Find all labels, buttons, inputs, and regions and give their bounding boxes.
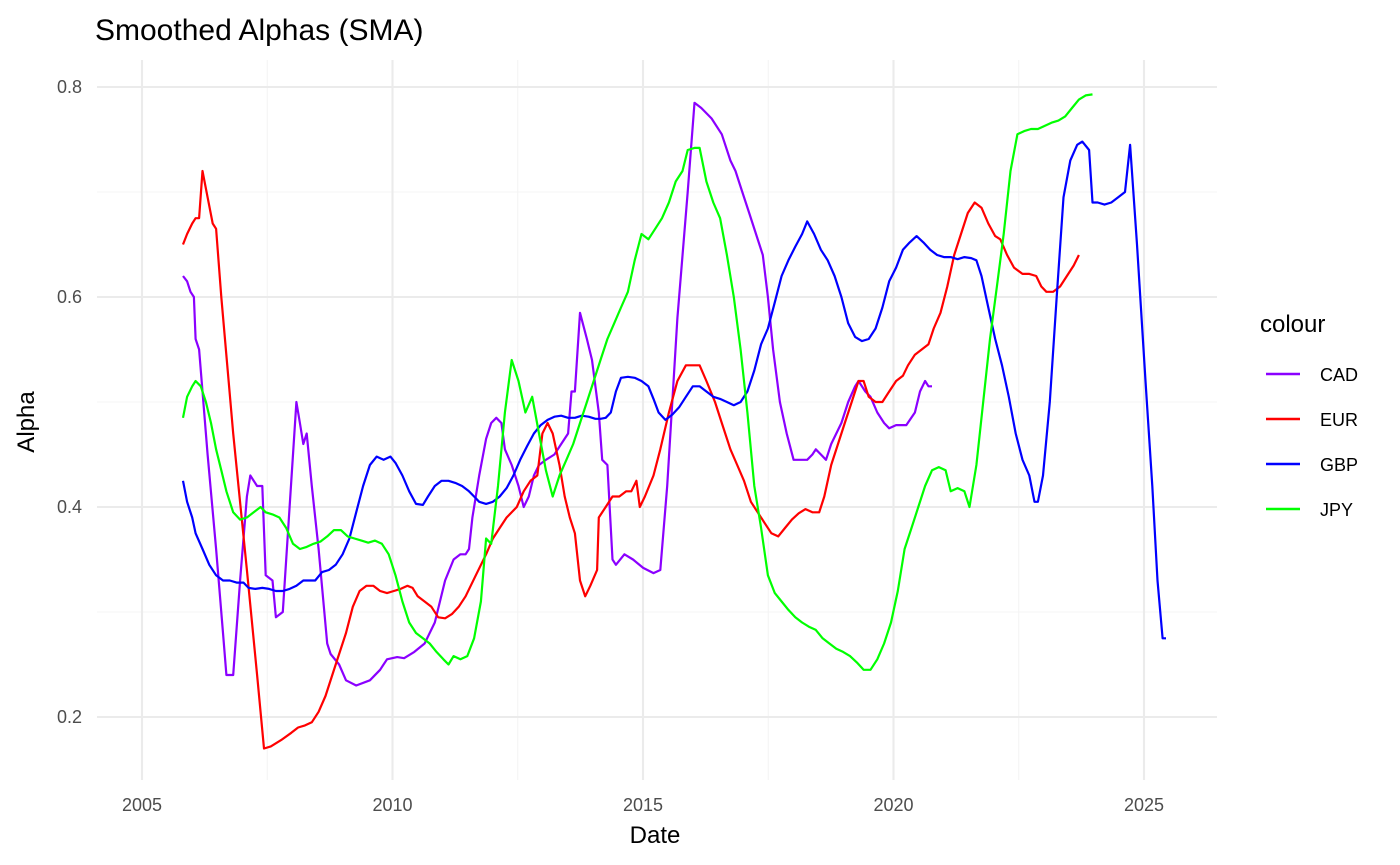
y-tick-label: 0.4 <box>57 497 82 517</box>
legend-item-eur: EUR <box>1266 410 1358 430</box>
series-line-jpy <box>181 93 1093 671</box>
legend-label: GBP <box>1320 455 1358 475</box>
x-tick-label: 2020 <box>873 795 913 815</box>
y-tick-label: 0.8 <box>57 77 82 97</box>
legend-label: JPY <box>1320 500 1353 520</box>
y-tick-label: 0.6 <box>57 287 82 307</box>
x-tick-label: 2010 <box>372 795 412 815</box>
legend-item-gbp: GBP <box>1266 455 1358 475</box>
series-line-gbp <box>181 140 1166 640</box>
series-line-eur <box>181 169 1080 750</box>
legend-item-jpy: JPY <box>1266 500 1353 520</box>
x-tick-label: 2025 <box>1124 795 1164 815</box>
y-tick-label: 0.2 <box>57 707 82 727</box>
legend-items: CAD EUR GBP JPY <box>1266 365 1358 520</box>
y-axis-tick-labels: 0.2 0.4 0.6 0.8 <box>57 77 82 727</box>
legend-item-cad: CAD <box>1266 365 1358 385</box>
x-axis-title: Date <box>630 822 681 849</box>
chart-title: Smoothed Alphas (SMA) <box>95 14 424 47</box>
legend: colour CAD EUR GBP JPY <box>1260 311 1358 520</box>
legend-title: colour <box>1260 311 1325 338</box>
x-tick-label: 2005 <box>122 795 162 815</box>
series-lines <box>181 93 1166 750</box>
legend-label: EUR <box>1320 410 1358 430</box>
series-line-cad <box>182 101 932 687</box>
legend-label: CAD <box>1320 365 1358 385</box>
plot-grid <box>97 60 1217 780</box>
y-axis-title: Alpha <box>13 391 40 453</box>
x-axis-tick-labels: 2005 2010 2015 2020 2025 <box>122 795 1164 815</box>
x-tick-label: 2015 <box>623 795 663 815</box>
